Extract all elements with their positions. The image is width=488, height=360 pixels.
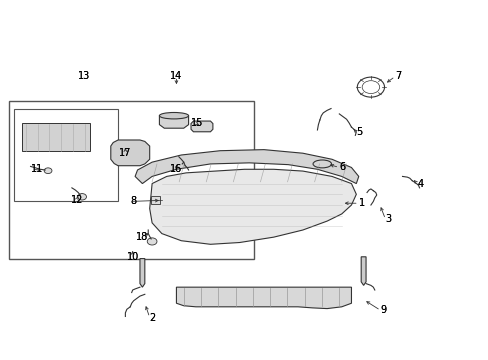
Text: 18: 18: [136, 232, 148, 242]
Bar: [38, 125, 47, 137]
Polygon shape: [111, 140, 149, 166]
Text: 10: 10: [126, 252, 139, 262]
Ellipse shape: [159, 112, 188, 119]
Text: 14: 14: [170, 71, 182, 81]
Text: 15: 15: [191, 118, 203, 128]
Bar: [50, 125, 60, 138]
Text: 8: 8: [130, 197, 136, 206]
Text: 7: 7: [394, 71, 401, 81]
Text: 1: 1: [358, 198, 364, 208]
Bar: [22, 123, 90, 152]
Text: 4: 4: [416, 179, 423, 189]
Polygon shape: [140, 258, 144, 287]
Polygon shape: [176, 287, 351, 309]
Text: 13: 13: [78, 71, 90, 81]
Polygon shape: [361, 257, 366, 285]
Text: 15: 15: [191, 118, 203, 128]
Text: 16: 16: [170, 164, 182, 174]
Bar: [151, 197, 160, 204]
Text: 16: 16: [170, 164, 182, 174]
Polygon shape: [191, 121, 212, 132]
Text: 11: 11: [30, 164, 43, 174]
Text: 12: 12: [70, 195, 83, 204]
Text: 6: 6: [339, 162, 345, 172]
Text: 18: 18: [136, 232, 148, 242]
Text: 6: 6: [339, 162, 345, 172]
Text: 8: 8: [130, 197, 136, 206]
Text: 7: 7: [394, 71, 401, 81]
Text: 5: 5: [356, 127, 362, 137]
Bar: [62, 126, 72, 139]
Text: 1: 1: [358, 198, 364, 208]
Polygon shape: [159, 116, 188, 128]
Circle shape: [147, 238, 157, 245]
Circle shape: [44, 168, 52, 174]
Text: 3: 3: [385, 214, 391, 224]
Text: 12: 12: [70, 195, 83, 204]
Circle shape: [78, 194, 86, 200]
Text: 2: 2: [149, 312, 156, 323]
Polygon shape: [149, 169, 356, 244]
Polygon shape: [135, 150, 358, 184]
Text: 9: 9: [380, 305, 386, 315]
Text: 17: 17: [119, 148, 131, 158]
Text: 9: 9: [380, 305, 386, 315]
Text: 14: 14: [170, 71, 182, 81]
Text: 2: 2: [149, 312, 156, 323]
Text: 5: 5: [356, 127, 362, 137]
Text: 4: 4: [416, 179, 423, 189]
Text: 10: 10: [126, 252, 139, 262]
Text: 11: 11: [30, 164, 43, 174]
Text: 3: 3: [385, 214, 391, 224]
Text: 17: 17: [119, 148, 131, 158]
Text: 13: 13: [78, 71, 90, 81]
